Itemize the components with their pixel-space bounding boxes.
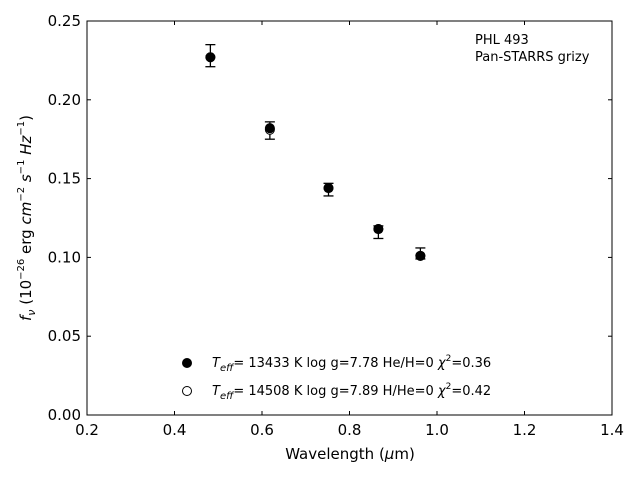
series-filled-markers: [205, 52, 426, 261]
y-axis-label: fν (10−26 erg cm−2 s−1 Hz−1): [16, 115, 38, 321]
y-tick-label: 0.00: [48, 406, 81, 424]
svg-text:fν (10−26 erg cm−2 s−1 Hz−1): fν (10−26 erg cm−2 s−1 Hz−1): [16, 115, 38, 321]
y-tick-label: 0.05: [48, 327, 81, 345]
legend-marker-open: [182, 386, 192, 396]
error-bars: [205, 43, 426, 260]
x-tick-label: 0.8: [338, 421, 362, 439]
x-tick-label: 0.6: [250, 421, 274, 439]
legend-marker-filled: [182, 358, 192, 368]
annotation-survey-name: Pan-STARRS grizy: [475, 50, 590, 65]
x-axis-label: Wavelength (μm): [285, 445, 415, 463]
y-tick-label: 0.15: [48, 170, 81, 188]
y-tick-label: 0.20: [48, 91, 81, 109]
x-tick-label: 0.2: [75, 421, 99, 439]
x-axis-ticks: 0.2 0.4 0.6 0.8 1.0 1.2 1.4: [75, 21, 624, 439]
data-point-filled: [205, 52, 216, 63]
data-point-filled: [264, 123, 275, 134]
y-axis-ticks: 0.00 0.05 0.10 0.15 0.20 0.25: [48, 12, 612, 424]
data-point-filled: [415, 250, 426, 261]
legend: Teff= 13433 K log g=7.78 He/H=0 χ2=0.36 …: [182, 354, 491, 402]
annotation-object-name: PHL 493: [475, 33, 529, 48]
legend-entry-1: Teff= 13433 K log g=7.78 He/H=0 χ2=0.36: [212, 354, 491, 374]
legend-entry-2: Teff= 14508 K log g=7.89 H/He=0 χ2=0.42: [212, 382, 491, 402]
data-point-filled: [373, 224, 384, 235]
x-tick-label: 1.0: [425, 421, 449, 439]
series-open-markers: [205, 52, 426, 261]
y-tick-label: 0.25: [48, 12, 81, 30]
x-tick-label: 1.4: [600, 421, 624, 439]
y-tick-label: 0.10: [48, 248, 81, 266]
x-tick-label: 0.4: [163, 421, 187, 439]
data-point-filled: [323, 183, 334, 194]
x-tick-label: 1.2: [513, 421, 537, 439]
